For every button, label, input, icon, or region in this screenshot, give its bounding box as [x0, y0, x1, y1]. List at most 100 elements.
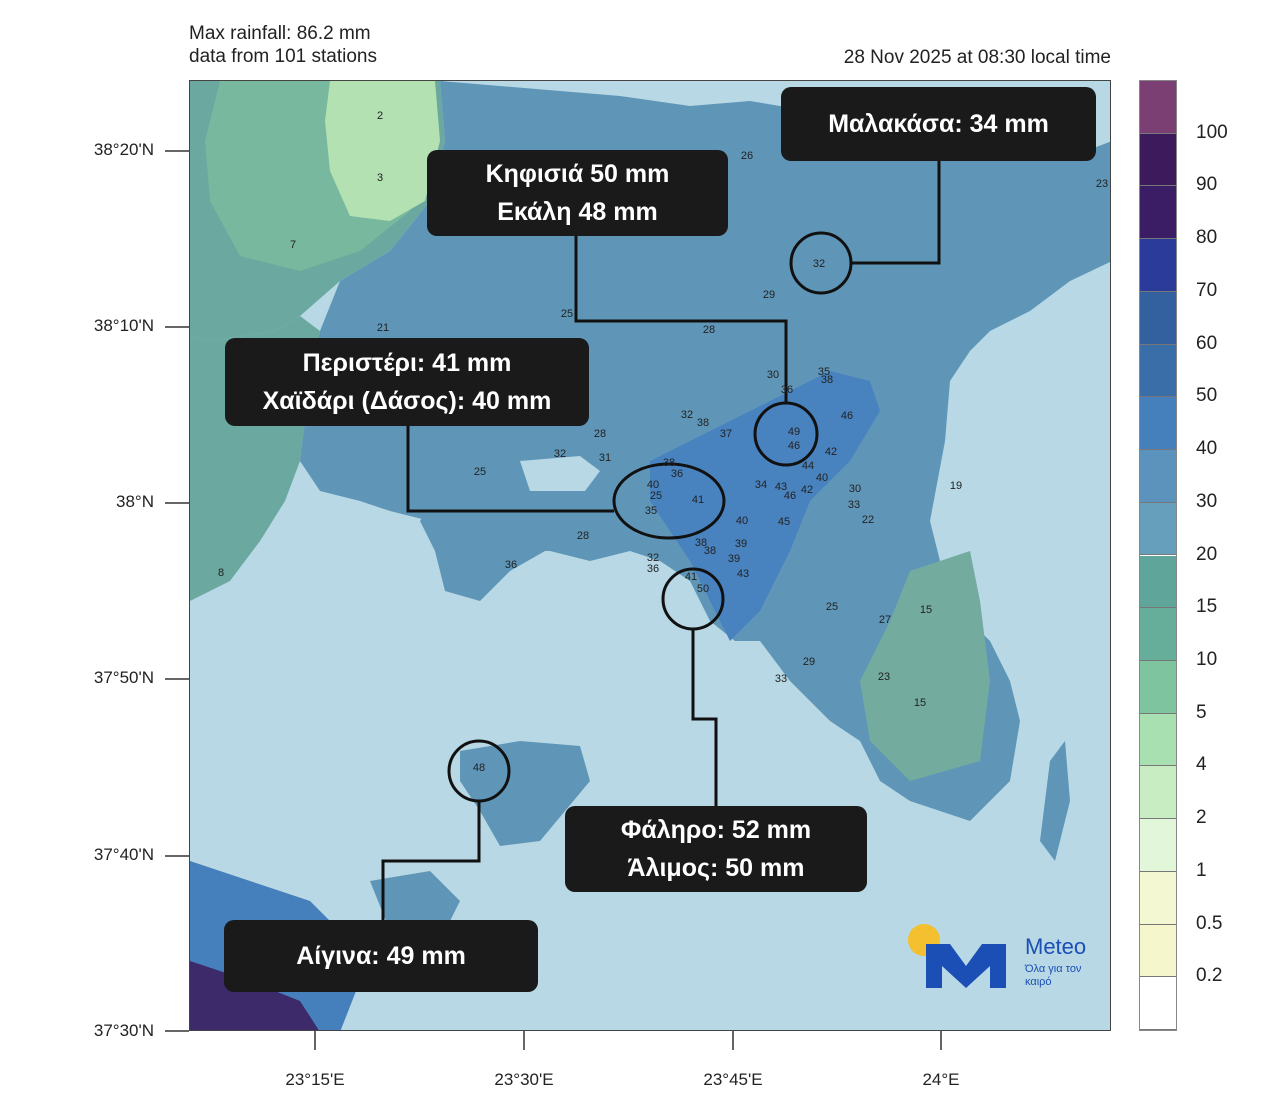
colorbar-segment — [1140, 344, 1176, 398]
rainfall-map: 2 3 7 26 23 32 29 21 25 28 30 35 38 32 38 37 28 36 46 49 46 4… — [189, 80, 1111, 1031]
station-value: 41 — [692, 494, 704, 506]
station-value: 32 — [647, 552, 659, 564]
colorbar-segment — [1140, 766, 1176, 820]
station-value: 45 — [778, 516, 790, 528]
callout-faliro-line-2: Άλιμος: 50 mm — [627, 854, 805, 882]
callout-peristeri: Περιστέρι: 41 mm Χαϊδάρι (Δάσος): 40 mm — [225, 338, 589, 426]
station-value: 46 — [784, 490, 796, 502]
station-value: 36 — [671, 468, 683, 480]
east-island — [1040, 741, 1070, 861]
colorbar-label: 1 — [1196, 859, 1207, 881]
callout-faliro-line-1: Φάληρο: 52 mm — [620, 816, 812, 844]
aigina-connector — [381, 801, 481, 921]
station-value: 30 — [767, 369, 779, 381]
station-value: 41 — [685, 571, 697, 583]
aegina-island — [460, 741, 590, 846]
logo-name: Meteo — [1025, 934, 1087, 959]
station-value: 46 — [788, 440, 800, 452]
colorbar-label: 70 — [1196, 279, 1218, 301]
lon-label-2: 23°30'E — [494, 1070, 554, 1089]
salamina-island — [420, 476, 570, 601]
malakasa-connector — [851, 161, 941, 265]
west-light-zone — [325, 81, 440, 221]
lon-label-1: 23°15'E — [285, 1070, 345, 1089]
callout-kifisia: Κηφισιά 50 mm Εκάλη 48 mm — [427, 150, 728, 236]
callout-kifisia-line-1: Κηφισιά 50 mm — [485, 160, 670, 188]
station-value: 49 — [788, 426, 800, 438]
callout-aigina: Αίγινα: 49 mm — [224, 920, 538, 992]
station-value: 38 — [704, 545, 716, 557]
station-value: 40 — [647, 479, 659, 491]
colorbar-segment — [1140, 81, 1176, 134]
station-value: 40 — [736, 515, 748, 527]
callout-kifisia-line-2: Εκάλη 48 mm — [497, 198, 658, 226]
colorbar-label: 80 — [1196, 227, 1218, 249]
colorbar-segment — [1140, 397, 1176, 451]
station-value: 32 — [813, 258, 825, 270]
max-rainfall-text: Max rainfall: 86.2 mm — [189, 23, 371, 44]
station-value: 38 — [821, 374, 833, 386]
station-value: 32 — [681, 409, 693, 421]
lat-label-3: 38°N — [116, 492, 154, 511]
colorbar-label: 4 — [1196, 754, 1207, 776]
callout-faliro: Φάληρο: 52 mm Άλιμος: 50 mm — [565, 806, 867, 892]
station-value: 25 — [561, 308, 573, 320]
east-green — [860, 551, 990, 781]
colorbar-segment — [1140, 819, 1176, 872]
station-value: 39 — [728, 553, 740, 565]
station-value: 36 — [647, 563, 659, 575]
station-value: 38 — [695, 537, 707, 549]
station-value: 40 — [816, 472, 828, 484]
colorbar-label: 10 — [1196, 648, 1218, 670]
station-value: 2 — [377, 110, 383, 122]
station-value: 43 — [775, 481, 787, 493]
colorbar-segment — [1140, 660, 1176, 714]
station-value: 43 — [737, 568, 749, 580]
timestamp-text: 28 Nov 2025 at 08:30 local time — [843, 47, 1111, 68]
gulf-islet — [520, 456, 600, 491]
station-value: 19 — [950, 480, 962, 492]
station-value: 39 — [735, 538, 747, 550]
station-value: 33 — [775, 673, 787, 685]
colorbar-label: 90 — [1196, 174, 1218, 196]
station-value: 50 — [697, 583, 709, 595]
station-value: 28 — [577, 530, 589, 542]
colorbar-segment — [1140, 977, 1176, 1030]
station-value: 25 — [474, 466, 486, 478]
peristeri-ellipse — [612, 462, 726, 540]
colorbar-segment — [1140, 608, 1176, 661]
colorbar-segment — [1140, 291, 1176, 345]
colorbar-segment — [1140, 555, 1176, 609]
station-value: 35 — [645, 505, 657, 517]
colorbar-label: 2 — [1196, 807, 1207, 829]
lat-label-4: 37°50'N — [93, 668, 154, 687]
station-value: 28 — [703, 324, 715, 336]
colorbar-segment — [1140, 186, 1176, 240]
kifisia-connector — [574, 236, 788, 403]
stations-count-text: data from 101 stations — [189, 46, 377, 67]
callout-malakasa: Μαλακάσα: 34 mm — [781, 87, 1096, 161]
station-value: 25 — [650, 490, 662, 502]
logo-slogan: Όλα για τον καιρό — [1025, 963, 1082, 988]
station-value: 15 — [914, 697, 926, 709]
colorbar-label: 15 — [1196, 596, 1218, 618]
lat-label-2: 38°10'N — [93, 316, 154, 335]
station-value: 30 — [849, 483, 861, 495]
header-info: Max rainfall: 86.2 mm data from 101 stat… — [189, 22, 377, 68]
station-value: 23 — [878, 671, 890, 683]
callout-malakasa-line-1: Μαλακάσα: 34 mm — [828, 110, 1049, 138]
colorbar-segment — [1140, 450, 1176, 503]
station-value: 42 — [825, 446, 837, 458]
station-value: 35 — [818, 366, 830, 378]
station-value: 37 — [720, 428, 732, 440]
lat-label-1: 38°20'N — [93, 140, 154, 159]
station-value: 44 — [802, 460, 814, 472]
lat-label-5: 37°40'N — [93, 845, 154, 864]
station-value: 38 — [663, 457, 675, 469]
station-value: 36 — [505, 559, 517, 571]
station-value: 33 — [848, 499, 860, 511]
station-value: 42 — [801, 484, 813, 496]
station-value: 23 — [1096, 178, 1108, 190]
